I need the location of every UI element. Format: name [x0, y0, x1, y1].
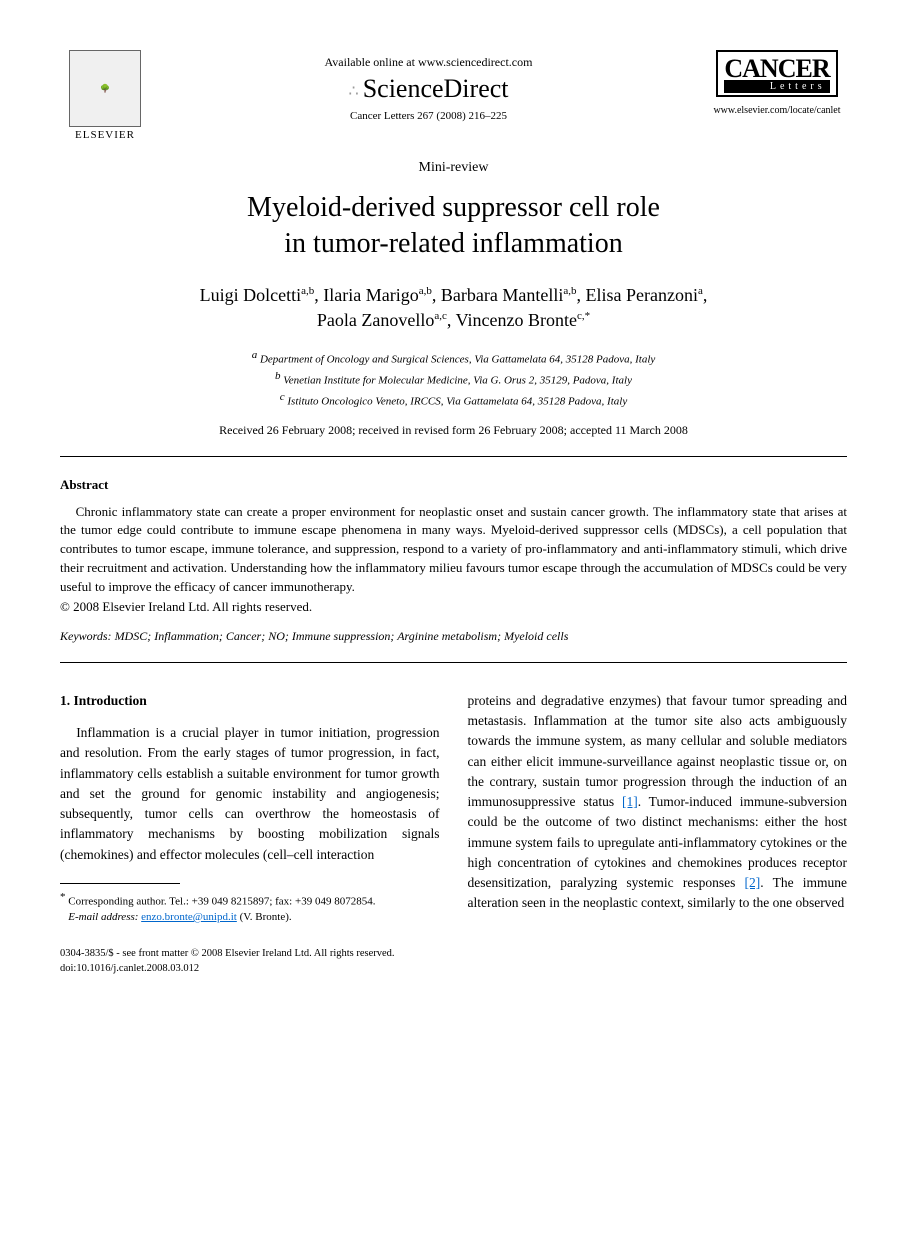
- keywords-values: MDSC; Inflammation; Cancer; NO; Immune s…: [112, 629, 569, 643]
- title-line-2: in tumor-related inflammation: [284, 228, 622, 259]
- available-online-text: Available online at www.sciencedirect.co…: [150, 55, 707, 70]
- aff-sup: a: [252, 349, 258, 361]
- divider-thin: [60, 662, 847, 663]
- body-paragraph: Inflammation is a crucial player in tumo…: [60, 723, 440, 865]
- body-columns: 1. Introduction Inflammation is a crucia…: [60, 691, 847, 925]
- corresponding-footnote: * Corresponding author. Tel.: +39 049 82…: [60, 890, 440, 910]
- author-name: Luigi Dolcetti: [200, 285, 301, 305]
- citation-link[interactable]: [1]: [622, 794, 638, 809]
- article-title: Myeloid-derived suppressor cell role in …: [60, 190, 847, 263]
- elsevier-tree-icon: 🌳: [69, 50, 141, 127]
- author-name: , Barbara Mantelli: [432, 285, 563, 305]
- platform-name: ScienceDirect: [363, 74, 509, 103]
- affiliations-block: a Department of Oncology and Surgical Sc…: [60, 347, 847, 410]
- author-name: Paola Zanovello: [317, 310, 434, 330]
- author-aff-sup: a,b: [563, 285, 576, 297]
- divider-rule: [60, 456, 847, 457]
- author-aff-sup: a,b: [419, 285, 432, 297]
- center-header: Available online at www.sciencedirect.co…: [150, 50, 707, 122]
- publisher-name: ELSEVIER: [75, 129, 135, 141]
- journal-name-main: CANCER: [724, 54, 829, 84]
- author-name: , Ilaria Marigo: [314, 285, 418, 305]
- footnote-rule: [60, 883, 180, 884]
- affiliation-text: Venetian Institute for Molecular Medicin…: [283, 375, 632, 387]
- citation-line: Cancer Letters 267 (2008) 216–225: [150, 110, 707, 122]
- publisher-logo: 🌳 ELSEVIER: [60, 50, 150, 150]
- journal-brand-box: CANCER Letters: [716, 50, 837, 97]
- abstract-section: Abstract Chronic inflammatory state can …: [60, 477, 847, 644]
- citation-link[interactable]: [2]: [745, 875, 761, 890]
- footer-block: 0304-3835/$ - see front matter © 2008 El…: [60, 947, 847, 976]
- sd-dots-icon: ∴: [349, 83, 363, 100]
- authors-block: Luigi Dolcettia,b, Ilaria Marigoa,b, Bar…: [60, 283, 847, 333]
- column-left: 1. Introduction Inflammation is a crucia…: [60, 691, 440, 925]
- platform-logo: ∴ ScienceDirect: [150, 74, 707, 104]
- abstract-heading: Abstract: [60, 477, 847, 493]
- title-line-1: Myeloid-derived suppressor cell role: [247, 192, 660, 223]
- authors-sep: ,: [703, 285, 708, 305]
- author-aff-sup: a,b: [301, 285, 314, 297]
- email-suffix: (V. Bronte).: [237, 911, 292, 923]
- article-type: Mini-review: [60, 160, 847, 176]
- body-text: proteins and degradative enzymes) that f…: [468, 693, 848, 809]
- footer-copyright: 0304-3835/$ - see front matter © 2008 El…: [60, 948, 395, 959]
- affiliation-text: Istituto Oncologico Veneto, IRCCS, Via G…: [287, 396, 627, 408]
- section-heading: 1. Introduction: [60, 691, 440, 711]
- author-name: , Vincenzo Bronte: [447, 310, 577, 330]
- author-aff-sup: c,: [577, 310, 585, 322]
- author-aff-sup: a,c: [434, 310, 447, 322]
- abstract-copyright: © 2008 Elsevier Ireland Ltd. All rights …: [60, 599, 847, 615]
- column-right: proteins and degradative enzymes) that f…: [468, 691, 848, 925]
- keywords-line: Keywords: MDSC; Inflammation; Cancer; NO…: [60, 629, 847, 644]
- author-name: , Elisa Peranzoni: [576, 285, 697, 305]
- aff-sup: c: [280, 391, 285, 403]
- footnote-text: Corresponding author. Tel.: +39 049 8215…: [66, 896, 376, 908]
- email-link[interactable]: enzo.bronte@unipd.it: [141, 911, 237, 923]
- corresponding-mark: *: [585, 310, 591, 322]
- journal-logo: CANCER Letters www.elsevier.com/locate/c…: [707, 50, 847, 116]
- email-footnote: E-mail address: enzo.bronte@unipd.it (V.…: [60, 910, 440, 925]
- email-label: E-mail address:: [68, 911, 138, 923]
- footer-doi: doi:10.1016/j.canlet.2008.03.012: [60, 963, 199, 974]
- abstract-text: Chronic inflammatory state can create a …: [60, 503, 847, 597]
- keywords-label: Keywords:: [60, 629, 112, 643]
- affiliation-text: Department of Oncology and Surgical Scie…: [260, 354, 655, 366]
- aff-sup: b: [275, 370, 281, 382]
- header-row: 🌳 ELSEVIER Available online at www.scien…: [60, 50, 847, 150]
- article-dates: Received 26 February 2008; received in r…: [60, 423, 847, 438]
- journal-url: www.elsevier.com/locate/canlet: [707, 105, 847, 116]
